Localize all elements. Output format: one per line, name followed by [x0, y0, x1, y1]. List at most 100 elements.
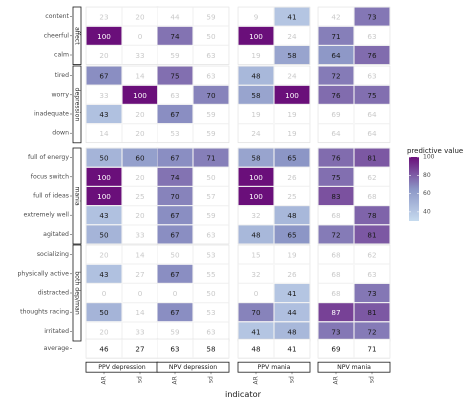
heatmap-cell — [274, 148, 310, 167]
cell-value: 81 — [367, 154, 376, 163]
group-label-both-dep-man: both dep/man — [74, 271, 81, 315]
cell-value: 67 — [170, 211, 179, 220]
heatmap-cell — [318, 45, 354, 65]
cell-value: 26 — [287, 270, 297, 279]
heatmap-cell — [318, 104, 354, 124]
cell-value: 64 — [367, 110, 377, 119]
cell-value: 72 — [367, 327, 376, 336]
legend-tick-label: 40 — [423, 208, 431, 215]
heatmap-cell — [193, 85, 229, 105]
cell-value: 67 — [170, 110, 179, 119]
heatmap-cell — [354, 224, 390, 244]
cell-value: 63 — [170, 345, 179, 354]
heatmap-cell — [274, 224, 310, 244]
cell-value: 64 — [331, 129, 341, 138]
heatmap-cell — [193, 26, 229, 46]
heatmap-cell — [157, 245, 193, 264]
cell-value: 75 — [367, 91, 376, 100]
cell-value: 70 — [251, 308, 261, 317]
cell-value: 19 — [251, 51, 261, 60]
heatmap-cell — [238, 224, 274, 244]
heatmap-cell — [193, 7, 229, 26]
cell-value: 70 — [170, 192, 180, 201]
cell-value: 41 — [287, 345, 296, 354]
cell-value: 23 — [99, 13, 108, 22]
cell-value: 68 — [367, 192, 377, 201]
heatmap-cell — [274, 26, 310, 46]
column-label-ar: AR — [253, 376, 260, 384]
heatmap-cell — [238, 66, 274, 86]
heatmap-cell — [238, 104, 274, 124]
heatmap-cell — [274, 104, 310, 124]
cell-value: 68 — [331, 289, 341, 298]
cell-value: 62 — [367, 173, 376, 182]
cell-value: 75 — [170, 72, 179, 81]
row-label-calm: calm — [54, 52, 69, 59]
cell-value: 72 — [331, 72, 340, 81]
row-label-distracted: distracted — [38, 290, 69, 297]
heatmap-cell — [86, 26, 122, 46]
heatmap-cell — [318, 7, 354, 26]
cell-value: 68 — [331, 211, 341, 220]
column-label-ar: AR — [101, 376, 108, 384]
heatmap-cell — [157, 66, 193, 86]
cell-value: 63 — [206, 72, 215, 81]
cell-value: 76 — [331, 154, 341, 163]
cell-value: 73 — [331, 327, 340, 336]
row-label-average: average — [44, 345, 70, 352]
group-label-mania: mania — [74, 186, 81, 205]
heatmap-cell — [193, 205, 229, 225]
legend-tick-label: 100 — [423, 154, 435, 161]
heatmap-cell — [274, 167, 310, 187]
heatmap-cell — [86, 186, 122, 206]
heatmap-cell — [318, 85, 354, 105]
cell-value: 72 — [331, 230, 340, 239]
heatmap-cell — [354, 104, 390, 124]
heatmap-cell — [354, 283, 390, 303]
cell-value: 63 — [367, 32, 376, 41]
cell-value: 58 — [251, 91, 261, 100]
heatmap-cell — [274, 85, 310, 105]
cell-value: 48 — [251, 72, 261, 81]
row-label-worry: worry — [52, 91, 70, 98]
cell-value: 55 — [206, 270, 215, 279]
cell-value: 48 — [287, 327, 297, 336]
cell-value: 69 — [331, 110, 341, 119]
heatmap-cell — [274, 7, 310, 26]
cell-value: 76 — [367, 51, 377, 60]
heatmap-cell — [354, 45, 390, 65]
heatmap-cell — [274, 264, 310, 284]
cell-value: 44 — [170, 13, 180, 22]
heatmap-cell — [318, 302, 354, 322]
heatmap-cell — [354, 186, 390, 206]
cell-value: 33 — [135, 230, 144, 239]
column-labels: PPV depression AR sd NPV depression AR sd PPV … — [85, 361, 391, 384]
cell-value: 58 — [287, 51, 297, 60]
cell-value: 81 — [367, 230, 376, 239]
heatmap-cell — [354, 7, 390, 26]
panel-label-npv-depression: NPV depression — [169, 364, 217, 371]
row-label-socializing: socializing — [37, 251, 69, 258]
cell-value: 68 — [331, 270, 341, 279]
cell-value: 100 — [133, 91, 147, 100]
group-label-affect: affect — [74, 27, 81, 45]
cell-value: 0 — [138, 32, 143, 41]
heatmap-cell — [86, 66, 122, 86]
cell-value: 67 — [170, 270, 179, 279]
cell-value: 50 — [206, 32, 216, 41]
panel-strip — [237, 361, 311, 373]
column-label-ar: AR — [333, 376, 340, 384]
heatmap-cell — [238, 302, 274, 322]
panel-label-ppv-depression: PPV depression — [98, 364, 145, 371]
heatmap-cell — [193, 45, 229, 65]
heatmap-cell — [238, 148, 274, 167]
cell-value: 46 — [99, 345, 109, 354]
heatmap-cell — [157, 104, 193, 124]
heatmap-cell — [318, 167, 354, 187]
heatmap-cell — [318, 205, 354, 225]
cell-value: 65 — [287, 230, 296, 239]
cell-value: 67 — [170, 230, 179, 239]
row-label-thoughts-racing: thoughts racing — [20, 309, 69, 316]
heatmap-cell — [274, 245, 310, 264]
cell-value: 63 — [170, 91, 179, 100]
